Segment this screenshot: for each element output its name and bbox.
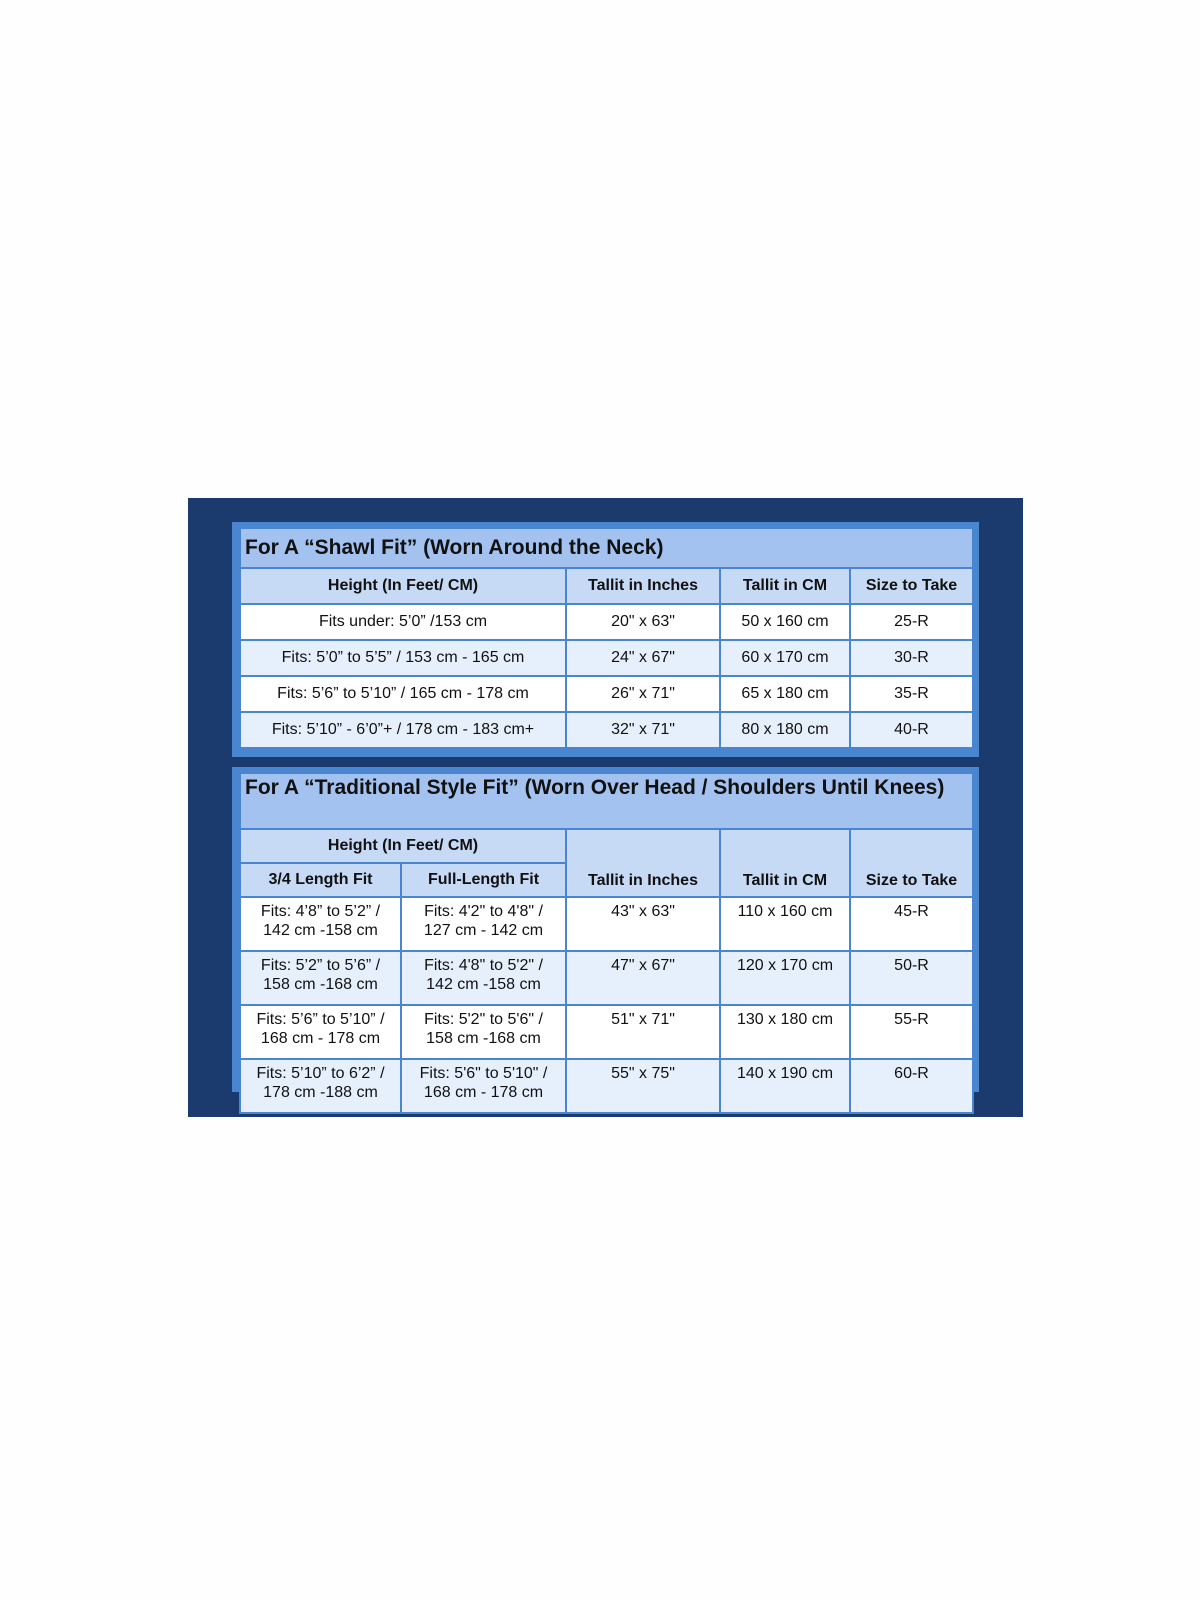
cell-size: 30-R (848, 639, 975, 677)
table-row: Fits: 4’8” to 5’2” /142 cm -158 cm Fits: … (239, 896, 975, 952)
cell-height: Fits: 5’10” - 6’0”+ / 178 cm - 183 cm+ (239, 711, 567, 749)
cell-line: Fits: 4'2" to 4'8" / (424, 903, 543, 920)
traditional-fit-title: For A “Traditional Style Fit” (Worn Over… (238, 774, 975, 830)
cell-tallit-inches: 43" x 63" (565, 896, 721, 952)
cell-size: 45-R (848, 896, 975, 952)
header-full-length-fit: Full-Length Fit (400, 862, 567, 898)
cell-tallit-cm: 120 x 170 cm (719, 950, 851, 1006)
header-size: Size to Take (848, 567, 975, 605)
cell-tallit-cm: 110 x 160 cm (719, 896, 851, 952)
cell-tallit-inches: 20" x 63" (565, 603, 721, 641)
shawl-fit-table: For A “Shawl Fit” (Worn Around the Neck)… (238, 529, 975, 749)
cell-tallit-cm: 80 x 180 cm (719, 711, 851, 749)
cell-line: Fits: 5’6” to 5’10” / (256, 1011, 385, 1028)
cell-tallit-cm: 50 x 160 cm (719, 603, 851, 641)
table-row: Fits: 5’0” to 5’5” / 153 cm - 165 cm 24" … (239, 639, 975, 677)
header-height: Height (In Feet/ CM) (239, 828, 567, 864)
header-tallit-inches: Tallit in Inches (565, 567, 721, 605)
traditional-fit-table: For A “Traditional Style Fit” (Worn Over… (238, 774, 975, 1114)
cell-height: Fits: 5’6” to 5’10” / 165 cm - 178 cm (239, 675, 567, 713)
cell-line: Fits: 4’8” to 5’2” / (260, 903, 381, 920)
cell-tallit-inches: 26" x 71" (565, 675, 721, 713)
cell-line: 158 cm -168 cm (426, 1030, 541, 1047)
cell-tallit-inches: 32" x 71" (565, 711, 721, 749)
shawl-fit-table-container: For A “Shawl Fit” (Worn Around the Neck)… (232, 522, 979, 757)
cell-line: 127 cm - 142 cm (423, 922, 544, 939)
header-three-quarter-fit: 3/4 Length Fit (239, 862, 402, 898)
cell-line: Fits: 5'2" to 5'6" / (424, 1011, 543, 1028)
table-row: Fits: 5’10” - 6’0”+ / 178 cm - 183 cm+ 32… (239, 711, 975, 749)
cell-full-length-fit: Fits: 5'6" to 5'10" / 168 cm - 178 cm (400, 1058, 567, 1114)
cell-line: Fits: 5'6" to 5'10" / (419, 1065, 548, 1082)
cell-tallit-inches: 24" x 67" (565, 639, 721, 677)
cell-full-length-fit: Fits: 5'2" to 5'6" / 158 cm -168 cm (400, 1004, 567, 1060)
cell-tallit-inches: 51" x 71" (565, 1004, 721, 1060)
cell-line: 178 cm -188 cm (263, 1084, 378, 1101)
cell-tallit-inches: 55" x 75" (565, 1058, 721, 1114)
header-size: Size to Take (848, 828, 975, 898)
cell-tallit-cm: 60 x 170 cm (719, 639, 851, 677)
table-row: Fits: 5’10” to 6’2” /178 cm -188 cm Fits:… (239, 1058, 975, 1114)
table-row: Fits: 5’6” to 5’10” / 165 cm - 178 cm 26"… (239, 675, 975, 713)
cell-size: 50-R (848, 950, 975, 1006)
cell-line: 158 cm -168 cm (263, 976, 378, 993)
cell-size: 35-R (848, 675, 975, 713)
cell-line: 142 cm -158 cm (426, 976, 541, 993)
cell-tallit-cm: 140 x 190 cm (719, 1058, 851, 1114)
cell-full-length-fit: Fits: 4'2" to 4'8" / 127 cm - 142 cm (400, 896, 567, 952)
cell-size: 40-R (848, 711, 975, 749)
cell-line: Fits: 5’2” to 5’6” / (260, 957, 381, 974)
cell-full-length-fit: Fits: 4'8" to 5'2" / 142 cm -158 cm (400, 950, 567, 1006)
cell-three-quarter-fit: Fits: 4’8” to 5’2” / 142 cm -158 cm (239, 896, 402, 952)
cell-tallit-cm: 65 x 180 cm (719, 675, 851, 713)
cell-line: Fits: 5’10” to 6’2” / (256, 1065, 385, 1082)
header-tallit-cm: Tallit in CM (719, 567, 851, 605)
cell-size: 25-R (848, 603, 975, 641)
traditional-fit-table-container: For A “Traditional Style Fit” (Worn Over… (232, 767, 979, 1114)
cell-three-quarter-fit: Fits: 5’6” to 5’10” / 168 cm - 178 cm (239, 1004, 402, 1060)
cell-line: 168 cm - 178 cm (423, 1084, 544, 1101)
cell-size: 60-R (848, 1058, 975, 1114)
cell-line: 142 cm -158 cm (263, 922, 378, 939)
cell-height: Fits: 5’0” to 5’5” / 153 cm - 165 cm (239, 639, 567, 677)
header-tallit-inches: Tallit in Inches (565, 828, 721, 898)
header-height: Height (In Feet/ CM) (239, 567, 567, 605)
cell-height: Fits under: 5’0” /153 cm (239, 603, 567, 641)
cell-size: 55-R (848, 1004, 975, 1060)
table-row: Fits: 5’2” to 5’6” /158 cm -168 cm Fits: … (239, 950, 975, 1006)
cell-tallit-inches: 47" x 67" (565, 950, 721, 1006)
shawl-fit-title: For A “Shawl Fit” (Worn Around the Neck) (238, 529, 975, 569)
cell-three-quarter-fit: Fits: 5’10” to 6’2” / 178 cm -188 cm (239, 1058, 402, 1114)
cell-three-quarter-fit: Fits: 5’2” to 5’6” / 158 cm -168 cm (239, 950, 402, 1006)
cell-line: Fits: 4'8" to 5'2" / (424, 957, 543, 974)
header-tallit-cm: Tallit in CM (719, 828, 851, 898)
cell-tallit-cm: 130 x 180 cm (719, 1004, 851, 1060)
table-row: Fits under: 5’0” /153 cm 20" x 63" 50 x 16… (239, 603, 975, 641)
cell-line: 168 cm - 178 cm (260, 1030, 381, 1047)
table-row: Fits: 5’6” to 5’10” /168 cm - 178 cm Fits… (239, 1004, 975, 1060)
